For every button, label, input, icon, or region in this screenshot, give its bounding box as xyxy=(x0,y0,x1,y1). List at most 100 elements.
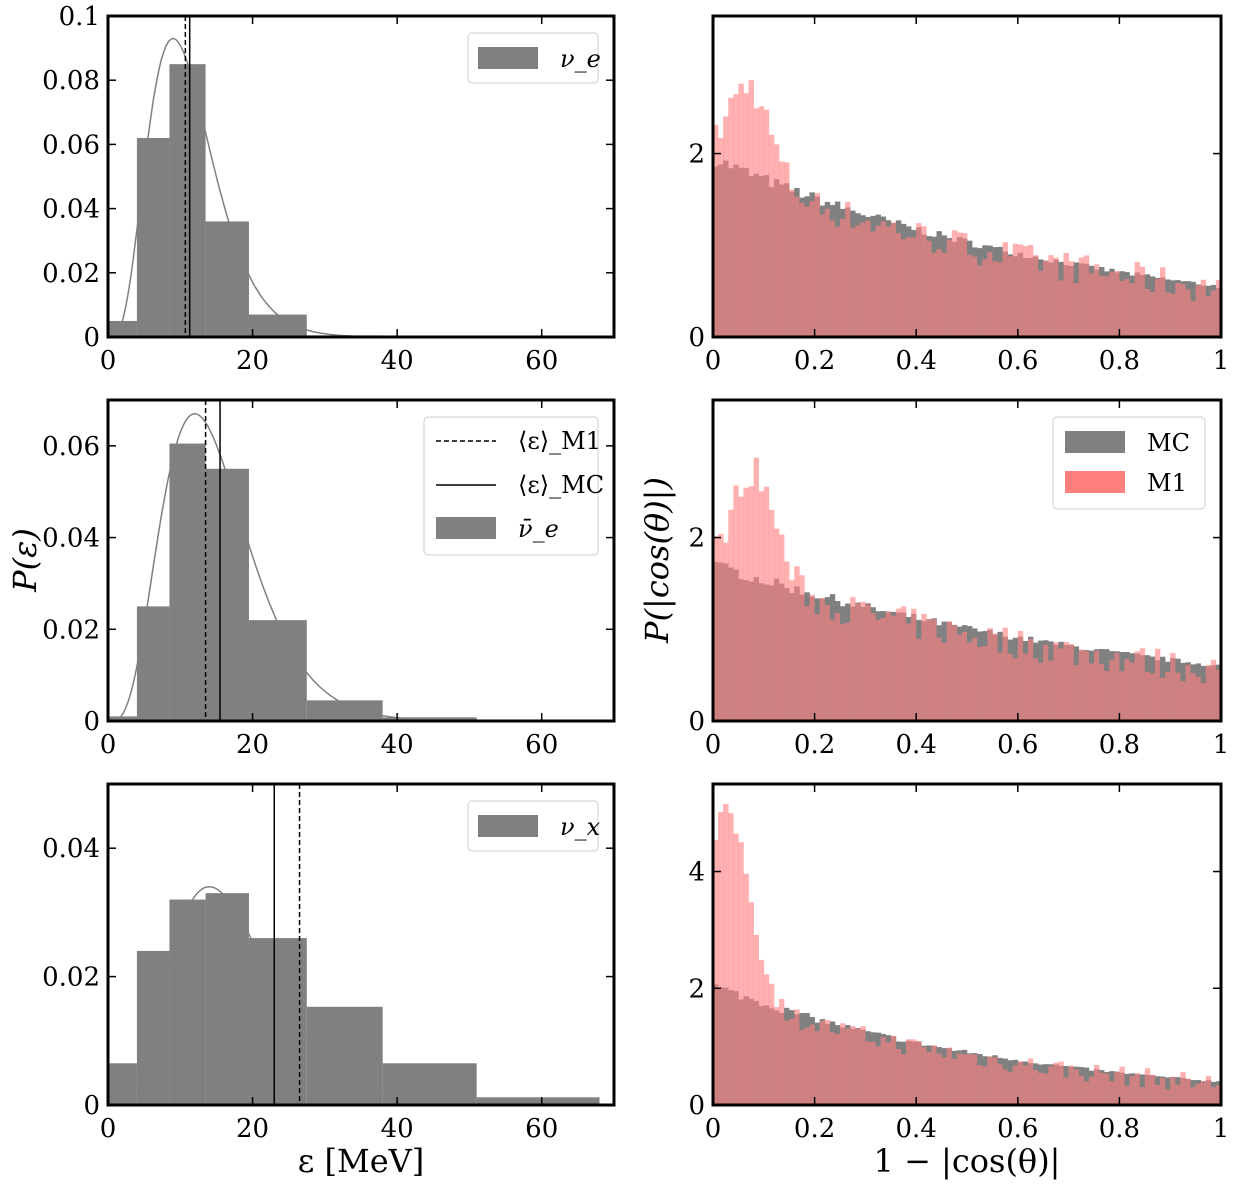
energy-bar xyxy=(169,443,206,721)
m1-bar xyxy=(819,214,826,337)
m1-bar xyxy=(1190,1087,1196,1105)
m1-bar xyxy=(916,638,922,721)
m1-bar xyxy=(1073,665,1080,721)
m1-bar xyxy=(1165,1089,1171,1105)
m1-bar xyxy=(951,230,958,337)
m1-bar xyxy=(987,1056,993,1105)
m1-bar xyxy=(758,491,765,721)
m1-bar xyxy=(718,811,724,1105)
y-tick-label: 0.02 xyxy=(42,259,100,289)
y-tick-label: 0 xyxy=(83,707,100,737)
m1-bar xyxy=(890,615,897,721)
m1-bar xyxy=(779,534,785,721)
m1-bar xyxy=(763,486,770,721)
m1-bar xyxy=(906,623,912,721)
m1-bar xyxy=(1160,1078,1166,1105)
m1-bar xyxy=(789,189,795,337)
m1-bar xyxy=(845,1028,851,1105)
m1-bar xyxy=(870,1041,876,1105)
m1-bar xyxy=(1170,1077,1176,1105)
m1-bar xyxy=(997,262,1003,337)
x-tick-label: 60 xyxy=(525,1114,558,1144)
panel-angle-nuebar: 0 0.2 0.4 0.6 0.8 1 0 2 MC M1 xyxy=(688,398,1229,760)
m1-bar xyxy=(1068,1065,1074,1105)
y-tick-label: 0.08 xyxy=(42,66,100,96)
m1-bar xyxy=(885,1042,892,1105)
m1-bar xyxy=(1139,266,1146,337)
m1-bar xyxy=(982,646,988,721)
m1-bar xyxy=(1053,1062,1059,1105)
m1-bar xyxy=(1083,255,1090,337)
m1-bar xyxy=(906,1039,912,1105)
m1-bar xyxy=(885,226,892,337)
m1-bar xyxy=(972,256,978,337)
m1-bar xyxy=(1007,256,1014,337)
m1-bar xyxy=(743,93,749,337)
m1-bar xyxy=(860,601,866,721)
m1-bar xyxy=(855,225,861,337)
m1-bar xyxy=(1012,243,1019,337)
m1-bar xyxy=(840,218,846,337)
m1-bar xyxy=(1048,660,1054,721)
m1-bar xyxy=(789,580,795,721)
m1-bar xyxy=(723,542,729,721)
m1-bar xyxy=(1129,1076,1135,1105)
m1-bar xyxy=(855,1028,861,1105)
m1-bar xyxy=(1002,627,1008,721)
m1-bar xyxy=(1094,264,1100,337)
m1-bar xyxy=(834,226,841,337)
m1-bar xyxy=(1200,1081,1207,1105)
energy-bar xyxy=(382,1063,477,1105)
x-tick-label: 60 xyxy=(525,346,558,376)
m1-bar xyxy=(1022,653,1029,721)
m1-bar xyxy=(951,625,958,721)
y-axis-label-left: P(ε) xyxy=(6,528,44,593)
m1-bar xyxy=(1114,270,1120,337)
energy-bar xyxy=(108,320,137,337)
m1-bar xyxy=(1058,1061,1064,1105)
m1-bar xyxy=(1160,678,1166,721)
m1-bar xyxy=(1109,660,1115,721)
m1-bar xyxy=(961,1054,968,1105)
energy-bar xyxy=(169,899,206,1105)
m1-bar xyxy=(733,833,739,1105)
m1-bar xyxy=(1215,669,1222,721)
m1-bar xyxy=(718,138,724,337)
m1-bar xyxy=(926,240,932,337)
m1-bar xyxy=(768,134,775,337)
x-tick-label: 0 xyxy=(100,1114,117,1144)
y-tick-label: 0.06 xyxy=(42,432,100,462)
m1-bar xyxy=(840,1023,846,1105)
m1-bar xyxy=(1124,278,1130,337)
m1-bar xyxy=(753,108,760,337)
m1-bar xyxy=(941,252,947,337)
m1-bar xyxy=(1210,290,1217,337)
m1-bar xyxy=(784,1020,790,1105)
m1-bar xyxy=(804,1027,810,1105)
m1-bar xyxy=(1144,671,1151,721)
m1-bar xyxy=(814,1031,820,1105)
m1-bar xyxy=(941,642,947,721)
m1-bar xyxy=(1088,1076,1095,1105)
m1-bar xyxy=(1027,244,1034,337)
m1-bar xyxy=(1139,648,1146,721)
x-axis-label-right: 1 − |cos(θ)| xyxy=(874,1142,1061,1180)
legend-swatch xyxy=(478,815,538,837)
x-tick-label: 1 xyxy=(1213,346,1230,376)
m1-bar xyxy=(834,1033,841,1105)
m1-bar xyxy=(1160,267,1166,337)
m1-bar xyxy=(824,208,831,337)
m1-bar xyxy=(961,631,968,721)
m1-bar xyxy=(1185,289,1191,337)
x-tick-label: 20 xyxy=(236,1114,269,1144)
axes-frame xyxy=(106,782,616,1107)
m1-bar xyxy=(972,637,978,721)
m1-bar xyxy=(1190,300,1196,337)
m1-bar xyxy=(992,633,998,721)
m1-bar xyxy=(1134,651,1141,721)
m1-bar xyxy=(1033,1070,1039,1105)
x-tick-label: 0 xyxy=(705,730,722,760)
m1-bar xyxy=(850,227,856,337)
m1-bar xyxy=(875,225,881,337)
